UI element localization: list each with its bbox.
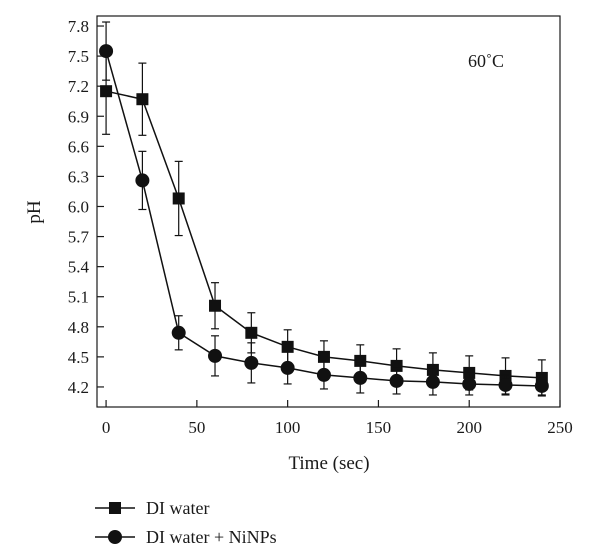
series-line: [105, 90, 542, 379]
data-point-circle: [208, 348, 223, 363]
x-tick-label: 50: [188, 418, 205, 437]
data-point-circle: [135, 173, 150, 188]
legend: DI water DI water + NiNPs: [95, 498, 277, 547]
y-axis-title: pH: [24, 200, 45, 224]
series-di-water: [100, 47, 548, 397]
data-point-circle: [316, 367, 331, 382]
legend-label-di-water: DI water: [146, 498, 209, 518]
data-point-circle: [353, 370, 368, 385]
data-point-square: [209, 299, 222, 312]
legend-item-di-water-ninps: DI water + NiNPs: [95, 527, 277, 547]
data-point-circle: [389, 373, 404, 388]
y-tick-label: 5.4: [68, 258, 90, 277]
y-tick-label: 6.6: [68, 137, 89, 156]
legend-item-di-water: DI water: [95, 498, 209, 518]
data-point-circle: [534, 378, 549, 393]
data-point-circle: [244, 355, 259, 370]
y-tick-label: 4.2: [68, 378, 89, 397]
axis-ticks: 0 50 100 150 200 250 4.2 4.5 4.8 5.1 5.4 5.7 6.0 6.3 6…: [68, 17, 573, 437]
data-point-square: [281, 340, 294, 353]
data-point-square: [172, 192, 185, 205]
y-tick-label: 6.3: [68, 167, 89, 186]
data-point-circle: [462, 376, 477, 391]
data-point-circle: [425, 374, 440, 389]
x-tick-label: 0: [102, 418, 111, 437]
data-point-circle: [280, 360, 295, 375]
y-tick-label: 4.5: [68, 348, 89, 367]
data-point-square: [136, 93, 149, 106]
data-point-square: [317, 350, 330, 363]
x-tick-label: 100: [275, 418, 301, 437]
data-point-circle: [99, 44, 114, 59]
data-point-square: [354, 354, 367, 367]
y-tick-label: 4.8: [68, 318, 89, 337]
temperature-annotation: 60˚C: [468, 51, 504, 71]
y-tick-label: 6.9: [68, 107, 89, 126]
data-point-square: [245, 326, 258, 339]
series-di-water-ninps: [99, 21, 549, 396]
y-tick-label: 7.8: [68, 17, 89, 36]
x-tick-label: 250: [547, 418, 573, 437]
data-point-square: [390, 359, 403, 372]
data-point-circle: [171, 325, 186, 340]
data-point-circle: [498, 377, 513, 392]
data-point-square: [100, 85, 113, 98]
y-tick-label: 7.5: [68, 47, 89, 66]
x-tick-label: 200: [456, 418, 482, 437]
legend-marker-circle: [108, 530, 122, 544]
legend-label-di-water-ninps: DI water + NiNPs: [146, 527, 277, 547]
x-tick-label: 150: [366, 418, 392, 437]
legend-marker-square: [109, 502, 121, 514]
y-tick-label: 5.1: [68, 288, 89, 307]
y-tick-label: 7.2: [68, 77, 89, 96]
series-line: [105, 50, 542, 387]
x-axis-title: Time (sec): [288, 453, 369, 474]
plot-frame: [96, 15, 561, 408]
y-tick-label: 5.7: [68, 228, 90, 247]
y-tick-label: 6.0: [68, 197, 89, 216]
series-layer: [99, 21, 549, 397]
